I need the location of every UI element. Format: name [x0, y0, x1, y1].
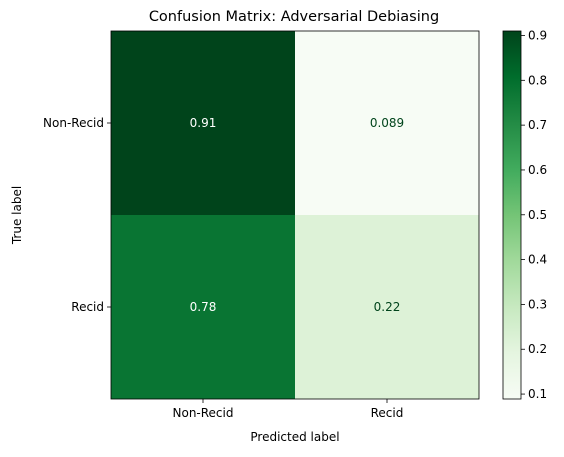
cell-value-label: 0.91: [190, 116, 217, 130]
colorbar-tick-label: 0.8: [528, 73, 547, 87]
x-tick-label: Non-Recid: [173, 406, 234, 420]
x-axis: Non-Recid Recid: [173, 399, 404, 420]
colorbar-gradient: [502, 30, 522, 400]
y-axis-label: True label: [10, 186, 24, 245]
matrix-cell: [295, 215, 479, 399]
cell-value-label: 0.78: [190, 300, 217, 314]
matrix-cell: [111, 215, 295, 399]
x-axis-label: Predicted label: [250, 430, 339, 444]
matrix-cells: 0.91 0.089 0.78 0.22: [111, 31, 479, 399]
colorbar-tick-label: 0.5: [528, 208, 547, 222]
cell-value-label: 0.089: [370, 116, 404, 130]
y-axis: Non-Recid Recid: [43, 116, 111, 314]
plot-frame: [110, 30, 480, 400]
colorbar-tick-label: 0.9: [528, 28, 547, 42]
chart-title: Confusion Matrix: Adversarial Debiasing: [149, 9, 439, 25]
matrix-cell: [295, 31, 479, 215]
colorbar-ticks: 0.1 0.2 0.3 0.4 0.5 0.6 0.7 0.8 0.9: [521, 28, 547, 401]
colorbar-tick-label: 0.6: [528, 163, 547, 177]
y-tick-label: Non-Recid: [43, 116, 104, 130]
x-tick-label: Recid: [371, 406, 404, 420]
colorbar-tick-label: 0.1: [528, 387, 547, 401]
colorbar-tick-label: 0.3: [528, 297, 547, 311]
colorbar: 0.1 0.2 0.3 0.4 0.5 0.6 0.7 0.8 0.9: [502, 28, 547, 401]
colorbar-tick-label: 0.7: [528, 118, 547, 132]
matrix-cell: [111, 31, 295, 215]
y-tick-label: Recid: [71, 300, 104, 314]
colorbar-tick-label: 0.4: [528, 253, 547, 267]
colorbar-tick-label: 0.2: [528, 342, 547, 356]
cell-value-label: 0.22: [374, 300, 401, 314]
